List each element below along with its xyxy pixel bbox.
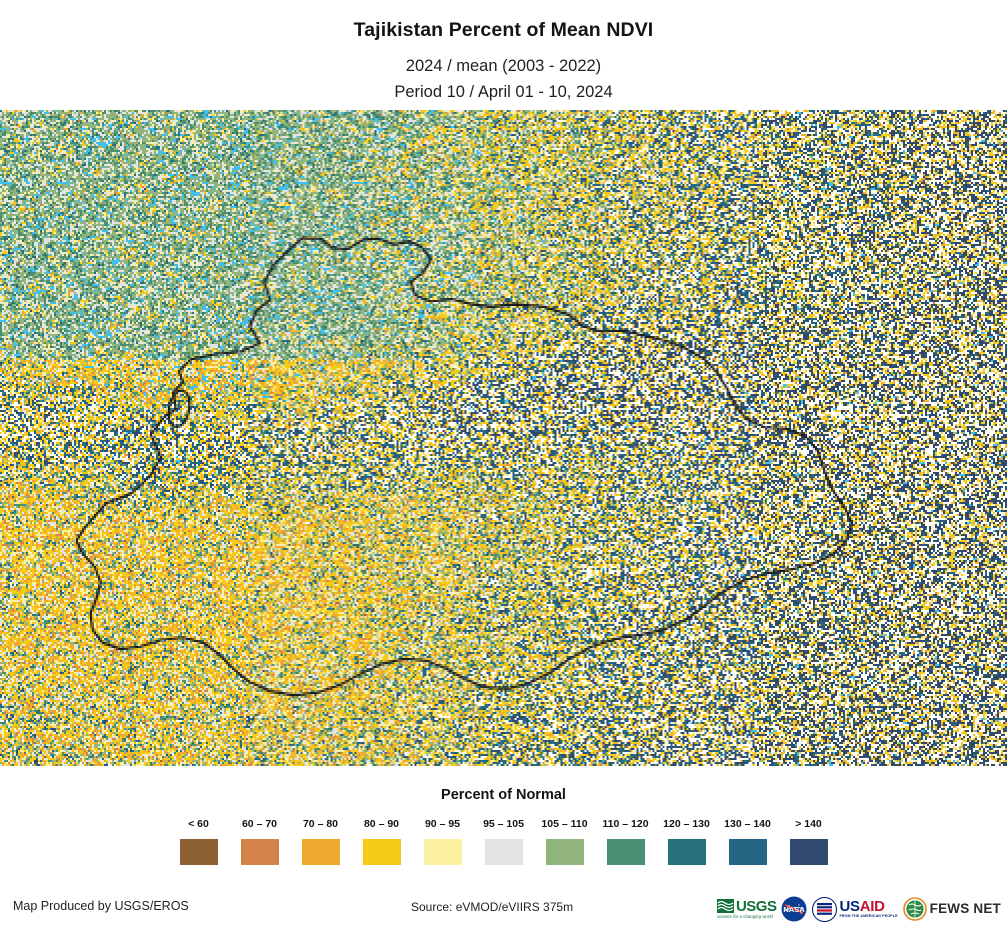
legend-item: > 140 bbox=[778, 817, 839, 865]
legend-item-label: 80 – 90 bbox=[363, 817, 400, 830]
legend-item: < 60 bbox=[168, 817, 229, 865]
legend-item-label: 70 – 80 bbox=[302, 817, 339, 830]
legend-item-swatch bbox=[423, 839, 462, 865]
legend-item: 80 – 90 bbox=[351, 817, 412, 865]
legend-item: 130 – 140 bbox=[717, 817, 778, 865]
legend-item-label: 95 – 105 bbox=[483, 817, 524, 830]
legend-title: Percent of Normal bbox=[441, 787, 566, 803]
usgs-wave-icon bbox=[716, 899, 734, 914]
usaid-seal-icon bbox=[812, 896, 838, 922]
legend-item: 110 – 120 bbox=[595, 817, 656, 865]
legend-item: 90 – 95 bbox=[412, 817, 473, 865]
legend-item-swatch bbox=[240, 839, 279, 865]
legend-item: 70 – 80 bbox=[290, 817, 351, 865]
legend-item-label: 60 – 70 bbox=[241, 817, 278, 830]
fews-net-logo[interactable]: FEWS NET bbox=[902, 894, 1001, 924]
usaid-word-us: US bbox=[839, 897, 860, 915]
map-legend: Percent of Normal < 60 60 – 70 70 – 80 80 –… bbox=[0, 766, 1007, 865]
map-header: Tajikistan Percent of Mean NDVI 2024 / m… bbox=[0, 0, 1007, 101]
usaid-wordmark: USAID bbox=[839, 899, 884, 914]
map-subtitle-year-range: 2024 / mean (2003 - 2022) bbox=[405, 56, 602, 75]
legend-scale: < 60 60 – 70 70 – 80 80 – 90 90 – 95 95 – 105… bbox=[0, 817, 1007, 865]
footer-source: Source: eVMOD/eVIIRS 375m bbox=[411, 900, 574, 914]
legend-item-swatch bbox=[545, 839, 584, 865]
globe-icon bbox=[902, 897, 927, 921]
legend-item-swatch bbox=[484, 839, 523, 865]
legend-item-swatch bbox=[179, 839, 218, 865]
usaid-tagline: FROM THE AMERICAN PEOPLE bbox=[839, 914, 898, 919]
legend-item: 60 – 70 bbox=[229, 817, 290, 865]
map-footer: Map Produced by USGS/EROS Source: eVMOD/… bbox=[0, 888, 1007, 931]
fews-net-wordmark: FEWS NET bbox=[929, 901, 1001, 917]
legend-item-label: 120 – 130 bbox=[663, 817, 710, 830]
legend-item-swatch bbox=[728, 839, 767, 865]
legend-item-label: < 60 bbox=[188, 817, 209, 830]
usaid-word-aid: AID bbox=[859, 897, 885, 915]
legend-item-swatch bbox=[362, 839, 401, 865]
usaid-logo[interactable]: USAID FROM THE AMERICAN PEOPLE bbox=[812, 894, 897, 924]
legend-item-label: 90 – 95 bbox=[424, 817, 461, 830]
footer-logo-group: USGS science for a changing world NASA bbox=[716, 892, 1001, 926]
map-subtitle-period: Period 10 / April 01 - 10, 2024 bbox=[394, 83, 613, 101]
legend-item-swatch bbox=[667, 839, 706, 865]
legend-item: 105 – 110 bbox=[534, 817, 595, 865]
nasa-meatball-icon: NASA bbox=[781, 896, 807, 922]
legend-item-swatch bbox=[606, 839, 645, 865]
usgs-logo[interactable]: USGS science for a changing world bbox=[716, 894, 777, 924]
svg-text:NASA: NASA bbox=[784, 905, 806, 914]
usgs-wordmark: USGS bbox=[735, 897, 777, 915]
map-canvas[interactable] bbox=[0, 110, 1007, 766]
legend-item-swatch bbox=[301, 839, 340, 865]
usgs-tagline: science for a changing world bbox=[716, 914, 773, 920]
legend-item: 95 – 105 bbox=[473, 817, 534, 865]
legend-item-label: 130 – 140 bbox=[724, 817, 771, 830]
legend-item-label: 105 – 110 bbox=[541, 817, 588, 830]
page-title: Tajikistan Percent of Mean NDVI bbox=[353, 19, 654, 41]
legend-item-label: 110 – 120 bbox=[602, 817, 649, 830]
ndvi-raster-map[interactable] bbox=[0, 110, 1007, 766]
footer-credit: Map Produced by USGS/EROS bbox=[13, 899, 189, 913]
legend-item: 120 – 130 bbox=[656, 817, 717, 865]
nasa-logo[interactable]: NASA bbox=[781, 894, 807, 924]
legend-item-label: > 140 bbox=[795, 817, 822, 830]
legend-item-swatch bbox=[789, 839, 828, 865]
